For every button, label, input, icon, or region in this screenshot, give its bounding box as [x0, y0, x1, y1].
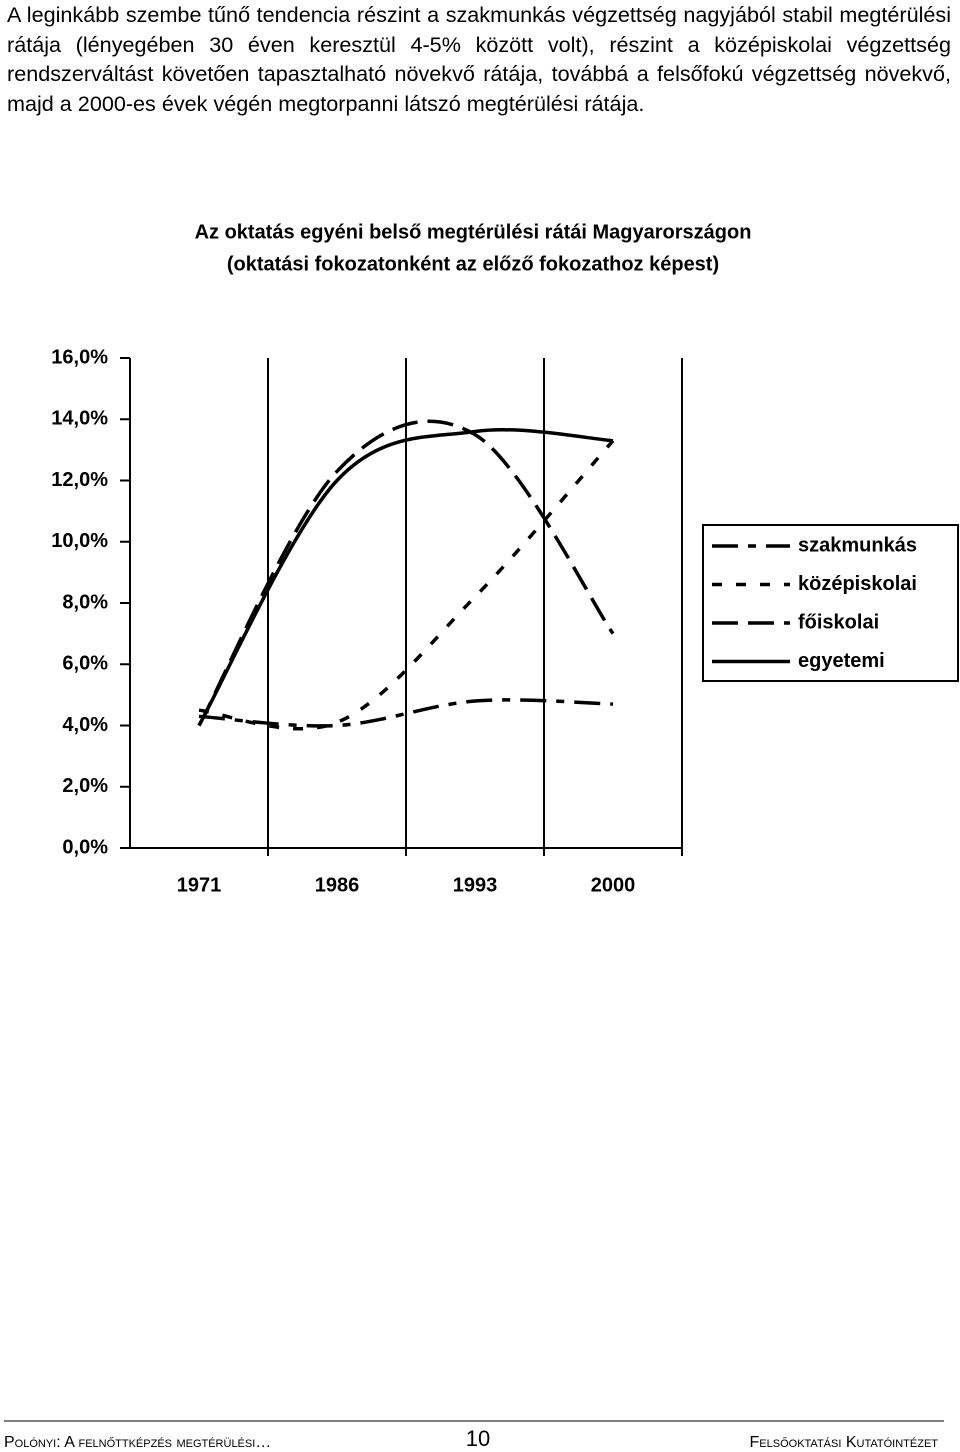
legend-label: egyetemi — [798, 650, 885, 672]
y-tick-label: 6,0% — [62, 653, 108, 675]
y-tick-label: 8,0% — [62, 591, 108, 613]
x-tick-label: 1971 — [177, 874, 222, 896]
legend-label: főiskolai — [798, 611, 879, 633]
series-line — [197, 419, 615, 727]
x-tick-label: 2000 — [591, 874, 636, 896]
paragraph: A leginkább szembe tűnő tendencia részin… — [7, 2, 951, 116]
y-tick-label: 12,0% — [51, 469, 108, 491]
y-tick-label: 2,0% — [62, 775, 108, 797]
x-tick-label: 1986 — [315, 874, 360, 896]
footer-left: Polónyi: A felnőttképzés megtérülési… — [4, 1434, 271, 1451]
page-number: 10 — [466, 1426, 490, 1451]
chart-subtitle: (oktatási fokozatonként az előző fokozat… — [227, 253, 719, 275]
y-tick-label: 0,0% — [62, 836, 108, 858]
series-line — [197, 428, 614, 727]
y-tick-label: 4,0% — [62, 714, 108, 736]
legend-label: középiskolai — [798, 573, 917, 595]
y-tick-label: 14,0% — [51, 408, 108, 430]
y-tick-label: 10,0% — [51, 530, 108, 552]
footer-right: Felsőoktatási Kutatóintézet — [750, 1434, 939, 1451]
series-line — [198, 439, 615, 731]
series-line — [198, 698, 614, 728]
chart-title: Az oktatás egyéni belső megtérülési rátá… — [195, 221, 752, 243]
legend-label: szakmunkás — [798, 534, 917, 556]
y-tick-label: 16,0% — [51, 346, 108, 368]
legend-box — [702, 524, 959, 682]
x-tick-label: 1993 — [453, 874, 498, 896]
